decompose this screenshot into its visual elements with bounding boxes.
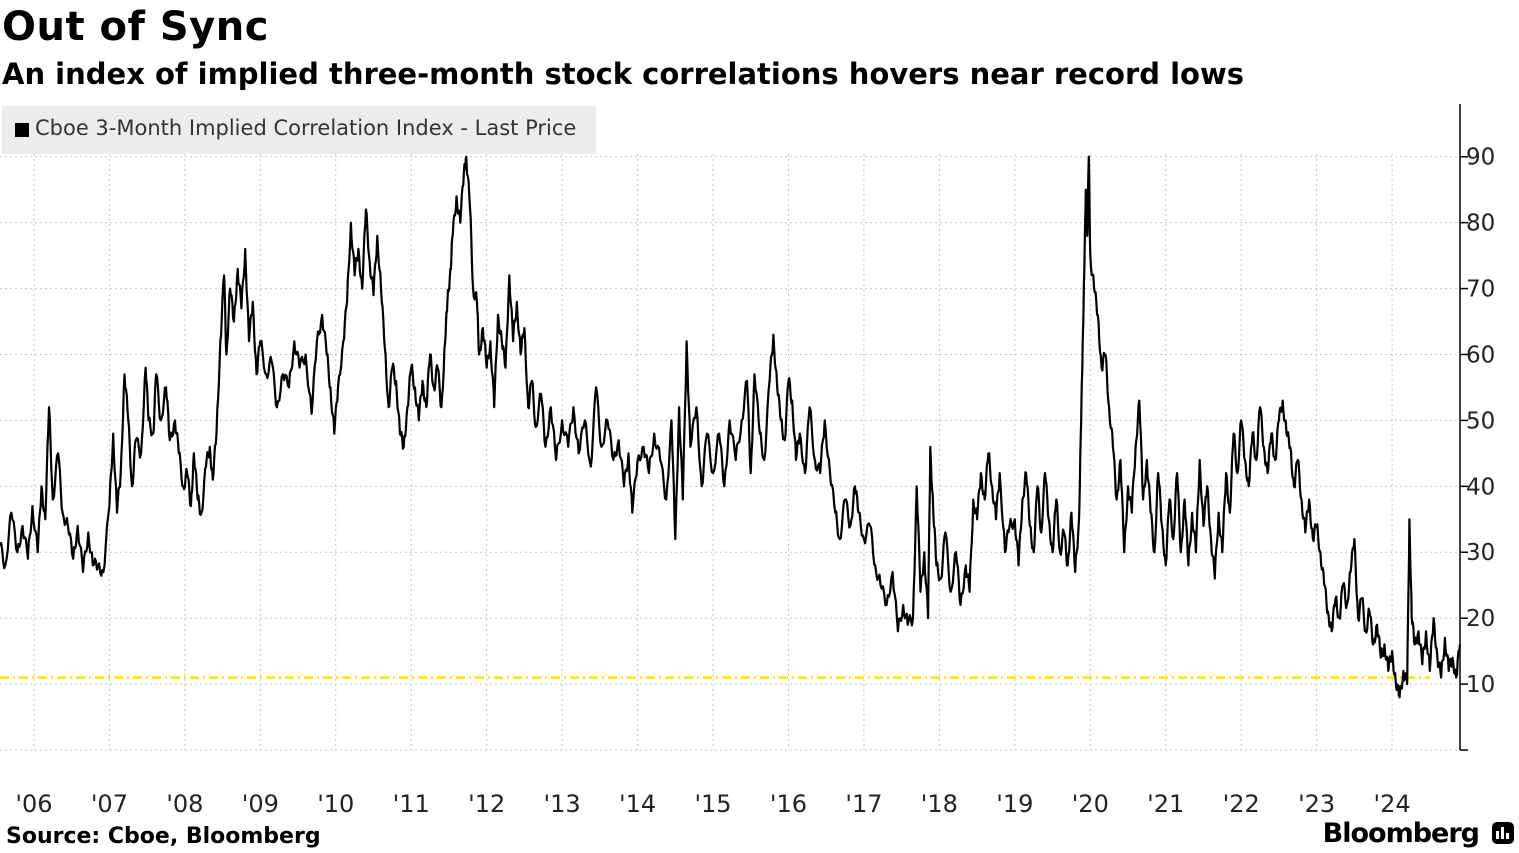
x-tick-label: '09 — [242, 790, 279, 818]
legend-swatch — [15, 123, 29, 137]
legend-label: Cboe 3-Month Implied Correlation Index -… — [35, 116, 577, 140]
brand-logo: Bloomberg — [1322, 818, 1480, 849]
x-tick-label: '10 — [317, 790, 354, 818]
x-tick-label: '07 — [91, 790, 128, 818]
y-tick-label: 50 — [1466, 408, 1495, 434]
gridlines — [0, 154, 1460, 751]
y-tick-label: 20 — [1466, 606, 1495, 632]
x-tick-label: '17 — [845, 790, 882, 818]
y-tick-label: 10 — [1466, 672, 1495, 698]
legend: Cboe 3-Month Implied Correlation Index -… — [2, 106, 596, 154]
x-tick-label: '24 — [1374, 790, 1411, 818]
x-tick-label: '19 — [996, 790, 1033, 818]
source-note: Source: Cboe, Bloomberg — [6, 824, 321, 849]
x-tick-label: '15 — [694, 790, 731, 818]
bloomberg-terminal-icon — [1492, 822, 1514, 844]
series-line — [0, 155, 1462, 699]
y-tick-label: 80 — [1466, 211, 1495, 237]
x-tick-label: '08 — [166, 790, 203, 818]
x-tick-label: '14 — [619, 790, 656, 818]
x-tick-label: '06 — [15, 790, 52, 818]
series-layer — [0, 155, 1462, 699]
axes: 10 20 30 40 50 60 70 80 90 '06 '07 '08 '09 '10 '11 '12 '… — [15, 104, 1495, 818]
x-tick-label: '16 — [770, 790, 807, 818]
x-tick-label: '13 — [544, 790, 581, 818]
x-tick-label: '20 — [1072, 790, 1109, 818]
y-tick-label: 30 — [1466, 540, 1495, 566]
x-tick-label: '22 — [1223, 790, 1260, 818]
x-tick-label: '12 — [468, 790, 505, 818]
x-tick-label: '18 — [921, 790, 958, 818]
chart-subtitle: An index of implied three-month stock co… — [2, 57, 1245, 91]
y-tick-label: 60 — [1466, 342, 1495, 368]
x-tick-label: '11 — [393, 790, 430, 818]
x-tick-label: '21 — [1147, 790, 1184, 818]
y-tick-label: 90 — [1466, 145, 1495, 171]
y-tick-label: 40 — [1466, 474, 1495, 500]
x-tick-label: '23 — [1298, 790, 1335, 818]
y-tick-label: 70 — [1466, 277, 1495, 303]
chart-title: Out of Sync — [2, 4, 269, 50]
